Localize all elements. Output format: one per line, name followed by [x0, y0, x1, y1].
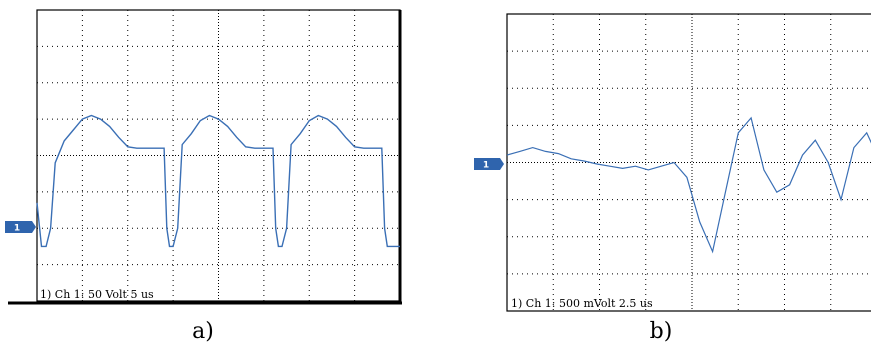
channel-marker-label: 1: [483, 161, 489, 171]
panel-a-readout: 1) Ch 1: 50 Volt 5 us: [40, 288, 154, 301]
panel-b-readout: 1) Ch 1: 500 mVolt 2.5 us: [511, 297, 653, 310]
channel-marker-shape: [5, 221, 36, 233]
panel-b-caption: b): [650, 319, 673, 344]
panel-b: 1 1) Ch 1: 500 mVolt 2.5 us b): [474, 13, 871, 344]
panel-a-channel-marker: 1: [5, 221, 36, 234]
panel-b-grid: [507, 14, 871, 311]
channel-marker-shape: [474, 158, 504, 170]
panel-a-caption: a): [192, 319, 214, 344]
channel-marker-label: 1: [14, 224, 20, 234]
panel-a: 1 1) Ch 1: 50 Volt 5 us a): [5, 9, 402, 344]
panel-a-trace: [36, 114, 400, 248]
panel-a-grid: [37, 10, 400, 301]
panel-b-trace: [506, 116, 871, 254]
panel-b-channel-marker: 1: [474, 158, 504, 171]
